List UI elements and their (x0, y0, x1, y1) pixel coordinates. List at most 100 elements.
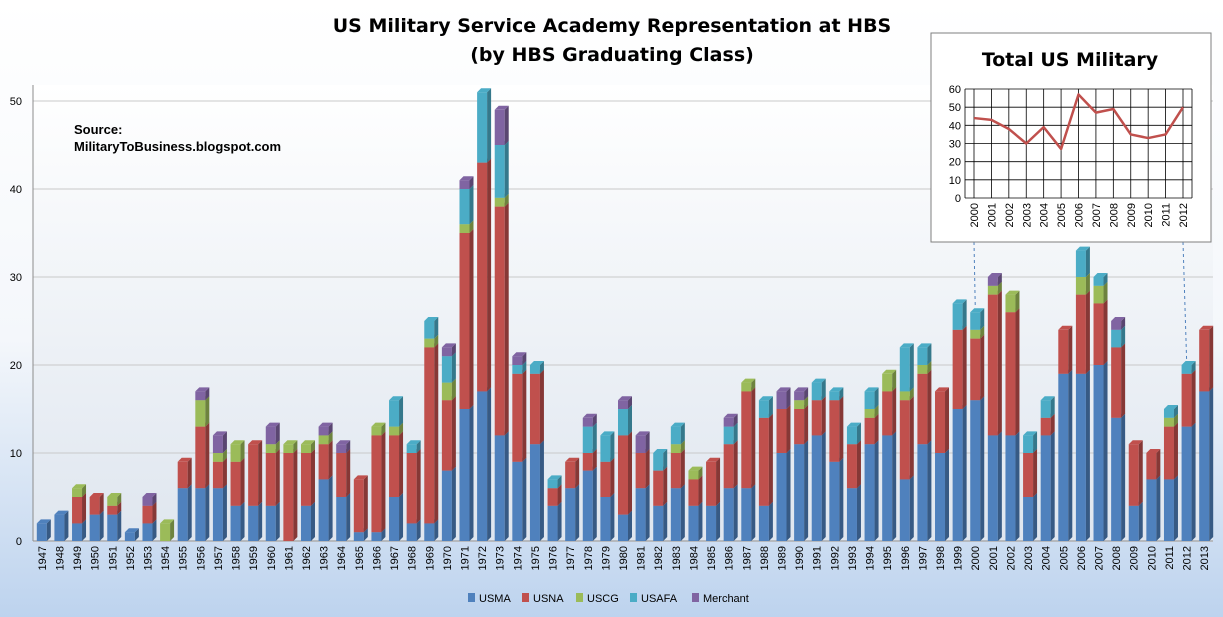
bar-segment-usma (89, 510, 104, 541)
bar-side (592, 422, 597, 453)
bar-side (469, 229, 474, 409)
bar-front (353, 532, 364, 541)
bar-side (1191, 369, 1196, 427)
x-tick-label: 1959 (248, 546, 260, 570)
inset-y-tick-label: 50 (949, 102, 961, 114)
bar-front (300, 453, 311, 506)
legend-label: USCG (587, 593, 619, 605)
bar-top (987, 273, 1002, 277)
bar-front (1163, 417, 1174, 427)
bar-side (1173, 405, 1178, 418)
bar-segment-usma (1111, 413, 1126, 541)
bar-front (987, 294, 998, 436)
bar-segment-usma (899, 475, 914, 541)
bar-segment-usna (212, 457, 227, 489)
bar-side (1121, 343, 1126, 418)
x-tick-label: 1951 (107, 546, 119, 570)
bar-side (310, 440, 315, 453)
bar-segment-uscg (741, 378, 756, 392)
bar-front (107, 505, 118, 515)
bar-front (389, 426, 400, 436)
bar-front (794, 400, 805, 409)
bar-front (1075, 373, 1086, 541)
bar-side (328, 431, 333, 445)
x-tick-label: 2003 (1023, 546, 1035, 570)
bar-front (829, 400, 840, 462)
bar-top (248, 440, 263, 445)
x-tick-label: 1954 (160, 546, 172, 570)
bar-side (1103, 273, 1108, 286)
bar-side (152, 501, 157, 524)
bar-segment-usma (1005, 431, 1020, 541)
bar-side (610, 457, 615, 497)
bar-side (222, 431, 227, 453)
bar-segment-uscg (230, 440, 245, 462)
bar-side (927, 440, 932, 541)
bar-side (856, 484, 861, 541)
bar-front (124, 532, 135, 541)
bar-front (1075, 250, 1086, 277)
bar-side (293, 440, 298, 453)
bar-top (459, 176, 474, 181)
bar-side (1173, 413, 1178, 427)
bar-front (970, 400, 981, 541)
bar-front (582, 426, 593, 453)
x-tick-label: 1995 (882, 546, 894, 570)
bar-segment-usma (758, 501, 773, 541)
bar-front (846, 426, 857, 445)
bar-front (565, 488, 576, 541)
bar-front (529, 373, 540, 445)
bar-segment-usafa (917, 343, 932, 365)
bar-segment-usna (917, 369, 932, 445)
bar-top (758, 396, 773, 401)
bar-side (222, 449, 227, 462)
x-tick-label: 1971 (459, 546, 471, 570)
bar-segment-merchant (212, 431, 227, 453)
bar-segment-usna (635, 449, 650, 489)
bar-segment-usma (230, 501, 245, 541)
bar-side (874, 440, 879, 541)
x-tick-label: 1998 (935, 546, 947, 570)
x-tick-label: 1963 (319, 546, 331, 570)
bar-front (1163, 409, 1174, 418)
x-tick-label: 1999 (953, 546, 965, 570)
bar-segment-merchant (494, 105, 509, 145)
bar-front (512, 373, 523, 462)
bar-side (205, 484, 210, 541)
bar-front (494, 109, 505, 145)
bar-side (487, 387, 492, 541)
y-tick-label: 40 (10, 184, 22, 196)
bar-front (265, 505, 276, 541)
bar-segment-merchant (987, 273, 1002, 286)
bar-side (240, 501, 245, 541)
bar-front (899, 347, 910, 392)
bar-segment-usafa (406, 440, 421, 453)
bar-front (758, 505, 769, 541)
bar-side (451, 466, 456, 541)
bar-front (72, 488, 83, 497)
bar-segment-usna (952, 325, 967, 409)
x-tick-label: 2008 (1111, 546, 1123, 570)
bar-top (1040, 396, 1055, 401)
bar-side (751, 484, 756, 541)
x-tick-label: 1956 (195, 546, 207, 570)
x-tick-label: 1981 (636, 546, 648, 570)
bar-front (706, 505, 717, 541)
bar-segment-usna (794, 405, 809, 445)
bar-front (864, 391, 875, 409)
bar-segment-usafa (758, 396, 773, 418)
bar-segment-usafa (899, 343, 914, 392)
bar-segment-merchant (618, 396, 632, 409)
legend-label: USAFA (641, 593, 678, 605)
bar-side (469, 185, 474, 225)
bar-top (160, 519, 175, 524)
bar-segment-uscg (160, 519, 175, 541)
bar-segment-usna (899, 396, 914, 480)
legend-label: Merchant (703, 593, 749, 605)
bar-segment-usna (248, 440, 263, 506)
bar-side (980, 325, 985, 339)
bar-side (82, 493, 87, 524)
bar-segment-uscg (283, 440, 298, 453)
bar-segment-usma (811, 431, 826, 541)
bar-side (1103, 281, 1108, 304)
